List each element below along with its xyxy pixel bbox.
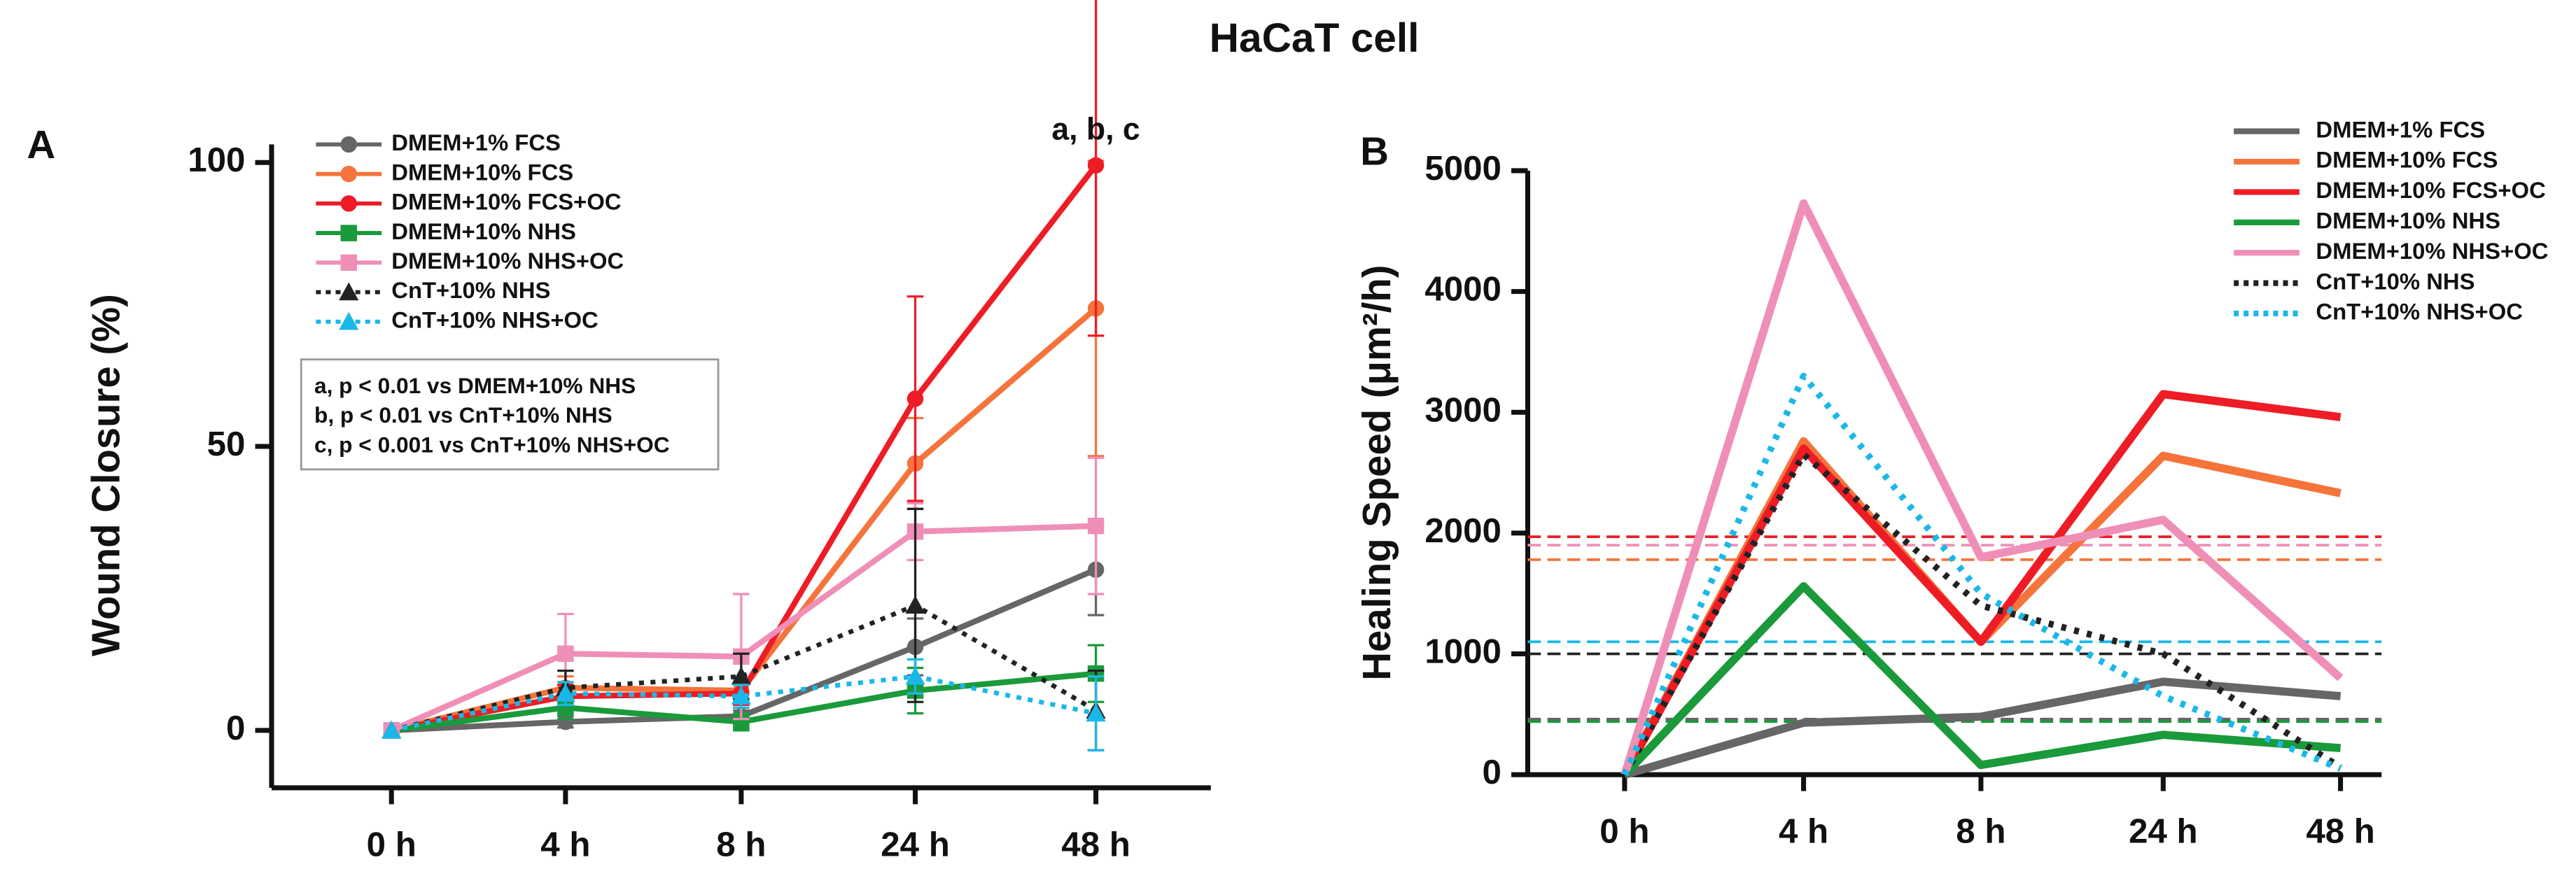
series-line (391, 603, 1098, 733)
y-axis-title: Healing Speed (μm²/h) (1354, 264, 1399, 680)
x-tick-label: 0 h (1600, 812, 1649, 851)
marker (1087, 157, 1105, 174)
legend-label: DMEM+10% NHS+OC (391, 248, 624, 274)
x-tick-label: 0 h (367, 825, 416, 863)
series (383, 644, 1105, 739)
y-tick-label: 5000 (1424, 149, 1502, 188)
series (1621, 372, 2342, 777)
x-tick-label: 8 h (716, 825, 766, 863)
stats-line: c, p < 0.001 vs CnT+10% NHS+OC (314, 432, 670, 457)
series (1623, 677, 2342, 779)
legend-label: DMEM+10% FCS (391, 159, 573, 185)
marker (340, 225, 357, 241)
series (382, 658, 1106, 751)
x-tick-label: 24 h (881, 825, 950, 863)
panel-label: B (1360, 129, 1389, 173)
x-tick-label: 48 h (1061, 825, 1130, 863)
series-line (1623, 677, 2342, 779)
y-tick-label: 2000 (1424, 511, 1502, 550)
marker (557, 713, 574, 730)
legend-label: CnT+10% NHS (2316, 268, 2474, 294)
series (1620, 199, 2344, 776)
series (1620, 390, 2342, 777)
marker (339, 282, 359, 301)
panel-label: A (27, 122, 55, 167)
y-tick-label: 50 (207, 425, 246, 463)
marker (1087, 517, 1105, 535)
x-tick-label: 4 h (1779, 812, 1828, 851)
marker (731, 666, 751, 685)
y-tick-label: 0 (1483, 753, 1502, 791)
marker (340, 165, 357, 183)
legend-label: DMEM+1% FCS (2316, 116, 2485, 142)
legend-label: DMEM+10% FCS+OC (391, 189, 621, 215)
marker (733, 713, 750, 730)
marker (339, 311, 359, 330)
marker (557, 645, 574, 663)
stats-box (300, 358, 720, 471)
y-tick-label: 100 (188, 141, 245, 179)
marker (340, 254, 357, 271)
series-line (1621, 372, 2342, 777)
legend-label: CnT+10% NHS+OC (391, 306, 598, 332)
legend-label: CnT+10% NHS+OC (2316, 299, 2523, 325)
series-line (1620, 199, 2344, 776)
x-tick-label: 24 h (2129, 812, 2198, 851)
marker (905, 666, 925, 685)
legend-label: CnT+10% NHS (391, 277, 550, 303)
marker (1086, 703, 1106, 722)
y-tick-label: 4000 (1424, 270, 1502, 309)
series-line (1621, 581, 2342, 778)
x-tick-label: 48 h (2306, 812, 2375, 851)
series (1621, 581, 2342, 778)
legend-label: DMEM+10% NHS+OC (2316, 238, 2548, 264)
y-tick-label: 3000 (1424, 390, 1502, 429)
legend-label: DMEM+10% FCS+OC (2316, 177, 2545, 203)
series (1621, 451, 2343, 777)
x-tick-label: 4 h (540, 825, 590, 863)
legend-label: DMEM+10% FCS (2316, 147, 2498, 173)
marker (905, 595, 925, 614)
x-tick-label: 8 h (1956, 812, 2005, 851)
legend-label: DMEM+1% FCS (391, 129, 561, 155)
y-axis-title: Wound Closure (%) (84, 294, 128, 656)
series-line (1620, 390, 2342, 777)
figure-title: HaCaT cell (1210, 15, 1420, 61)
stats-line: b, p < 0.01 vs CnT+10% NHS (314, 402, 612, 428)
marker (557, 699, 574, 716)
series-line (391, 674, 1097, 733)
y-tick-label: 0 (226, 709, 245, 747)
marker (731, 686, 751, 705)
marker (906, 390, 924, 407)
marker (382, 720, 402, 739)
series-line (1621, 451, 2343, 777)
stats-line: a, p < 0.01 vs DMEM+10% NHS (314, 373, 636, 398)
legend-label: DMEM+10% NHS (2316, 208, 2500, 234)
legend-label: DMEM+10% NHS (391, 218, 576, 244)
marker (555, 684, 575, 702)
y-tick-label: 1000 (1424, 633, 1502, 671)
annotation: a, b, c (1051, 112, 1140, 146)
marker (340, 136, 357, 153)
marker (340, 195, 357, 212)
